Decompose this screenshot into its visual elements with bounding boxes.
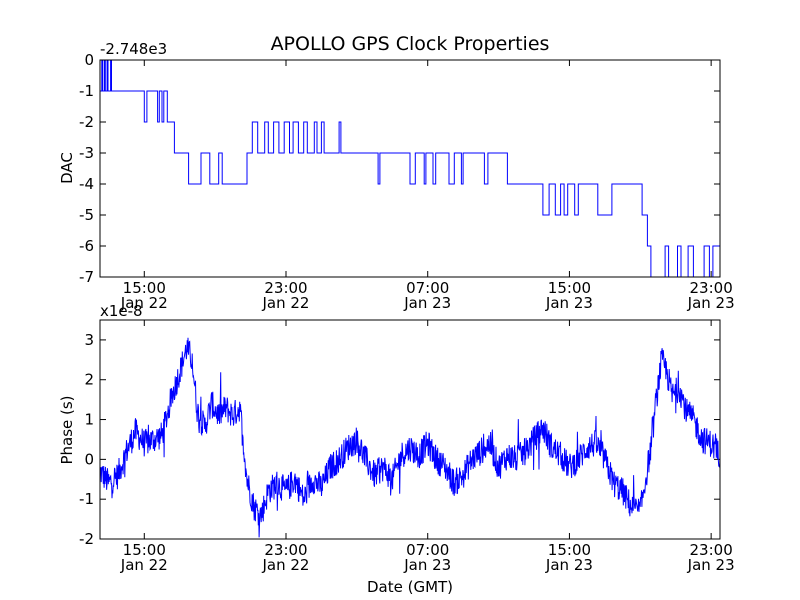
dac-xtick-time: 23:00 [264,279,307,297]
dac-xtick-time: 07:00 [406,279,449,297]
dac-ytick-label: -7 [79,268,94,286]
phase-xtick-date: Jan 23 [403,556,451,574]
phase-ytick-label: 1 [84,411,94,429]
phase-ytick-label: 3 [84,331,94,349]
phase-axes-frame [99,319,721,540]
dac-ylabel: DAC [58,152,76,184]
dac-xtick-time: 15:00 [548,279,591,297]
dac-xtick-date: Jan 23 [545,294,593,312]
x-axis-label: Date (GMT) [367,578,453,596]
phase-xtick-time: 07:00 [406,541,449,559]
dac-ytick-label: -1 [79,82,94,100]
chart-title: APOLLO GPS Clock Properties [271,33,550,55]
phase-ytick-label: -1 [79,490,94,508]
dac-xtick-date: Jan 22 [120,294,168,312]
phase-xtick-time: 15:00 [123,541,166,559]
dac-xtick-time: 23:00 [690,279,733,297]
dac-ytick-label: -5 [79,206,94,224]
dac-xtick-date: Jan 22 [262,294,310,312]
phase-ytick-label: 2 [84,371,94,389]
phase-xtick-date: Jan 22 [120,556,168,574]
phase-xtick-date: Jan 23 [687,556,735,574]
phase-xtick-time: 23:00 [264,541,307,559]
phase-xtick-time: 23:00 [690,541,733,559]
phase-ytick-label: -2 [79,530,94,548]
phase-ylabel: Phase (s) [58,395,76,464]
dac-ytick-label: -2 [79,113,94,131]
dac-ytick-label: 0 [84,51,94,69]
dac-ytick-label: -6 [79,237,94,255]
phase-series-line [99,337,721,538]
dac-xtick-date: Jan 23 [687,294,735,312]
dac-series-line [100,59,720,278]
phase-ytick-label: 0 [84,450,94,468]
dac-xtick-time: 15:00 [123,279,166,297]
phase-xtick-time: 15:00 [548,541,591,559]
dac-xtick-date: Jan 23 [403,294,451,312]
phase-xtick-date: Jan 23 [545,556,593,574]
phase-xtick-date: Jan 22 [262,556,310,574]
dac-ytick-label: -3 [79,144,94,162]
phase-offset-text: x1e-8 [100,302,143,320]
dac-ytick-label: -4 [79,175,94,193]
dac-offset-text: -2.748e3 [100,40,167,58]
dac-axes-frame [99,59,721,278]
